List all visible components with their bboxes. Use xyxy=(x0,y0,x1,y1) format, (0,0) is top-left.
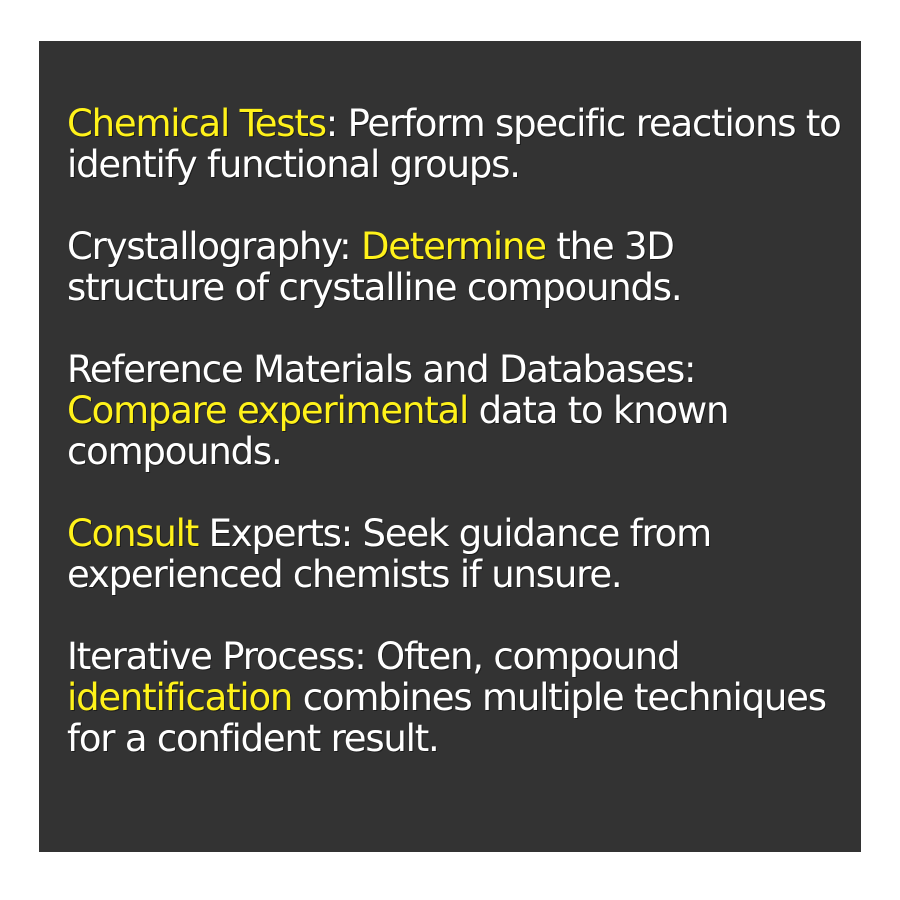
item-iterative-process: Iterative Process: Often, compound ident… xyxy=(67,636,841,759)
item-chemical-tests: Chemical Tests: Perform specific reactio… xyxy=(67,102,842,186)
item-reference-materials: Reference Materials and Databases: Compa… xyxy=(67,349,841,472)
content-panel: Chemical Tests: Perform specific reactio… xyxy=(39,41,861,852)
item-text: : Perform specific reactions to identify… xyxy=(67,102,842,186)
item-text: Reference Materials and Databases: xyxy=(67,348,696,391)
item-text: data to known compounds. xyxy=(67,389,729,473)
item-crystallography: Crystallography: Determine the 3D struct… xyxy=(67,226,841,308)
highlight-text: Determine xyxy=(360,225,547,268)
highlight-text: Compare experimental xyxy=(67,389,469,432)
highlight-text: Chemical Tests xyxy=(67,102,327,145)
item-consult-experts: Consult Experts: Seek guidance from expe… xyxy=(67,513,841,595)
item-text: Iterative Process: Often, compound xyxy=(67,635,681,678)
item-text: combines multiple techniques for a confi… xyxy=(67,676,827,760)
highlight-text: identification xyxy=(67,676,293,719)
highlight-text: Consult xyxy=(67,512,199,555)
item-text: Experts: Seek guidance from experienced … xyxy=(67,512,712,596)
item-text: the 3D structure of crystalline compound… xyxy=(67,225,683,309)
item-text: Crystallography: xyxy=(67,225,361,268)
